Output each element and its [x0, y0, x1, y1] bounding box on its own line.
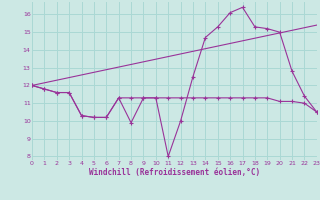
X-axis label: Windchill (Refroidissement éolien,°C): Windchill (Refroidissement éolien,°C): [89, 168, 260, 177]
